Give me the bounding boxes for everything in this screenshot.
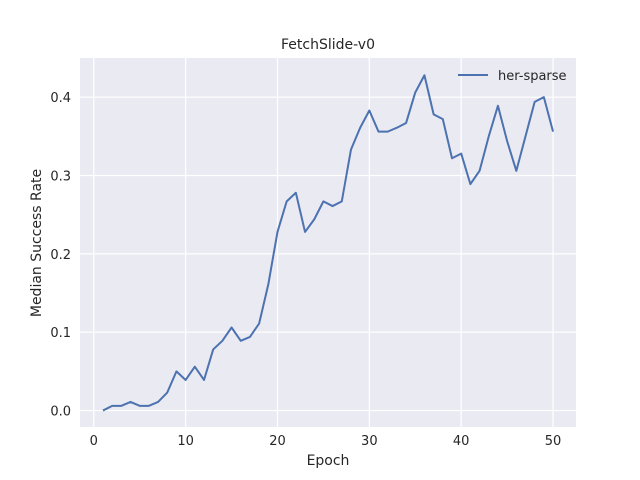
y-tick-label: 0.0 — [50, 405, 71, 420]
legend-label-her-sparse: her-sparse — [498, 69, 567, 84]
x-tick-label: 10 — [177, 434, 194, 449]
tick-labels: 0 10 20 30 40 50 0.0 0.1 0.2 0.3 0.4 — [50, 91, 561, 449]
x-axis-label: Epoch — [307, 453, 350, 469]
x-tick-label: 30 — [361, 434, 378, 449]
y-tick-label: 0.1 — [50, 326, 71, 341]
x-tick-label: 50 — [545, 434, 562, 449]
y-tick-label: 0.4 — [50, 91, 71, 106]
x-tick-label: 20 — [269, 434, 286, 449]
grid-lines — [80, 58, 576, 427]
chart-title: FetchSlide-v0 — [281, 37, 375, 53]
plot-area — [80, 58, 576, 427]
series-line-her-sparse — [102, 74, 555, 412]
y-tick-label: 0.2 — [50, 248, 71, 263]
series-layer — [102, 74, 555, 412]
y-axis-label: Median Success Rate — [29, 169, 45, 317]
x-tick-label: 0 — [90, 434, 98, 449]
legend: her-sparse — [458, 69, 567, 84]
y-tick-label: 0.3 — [50, 170, 71, 185]
x-tick-label: 40 — [453, 434, 470, 449]
